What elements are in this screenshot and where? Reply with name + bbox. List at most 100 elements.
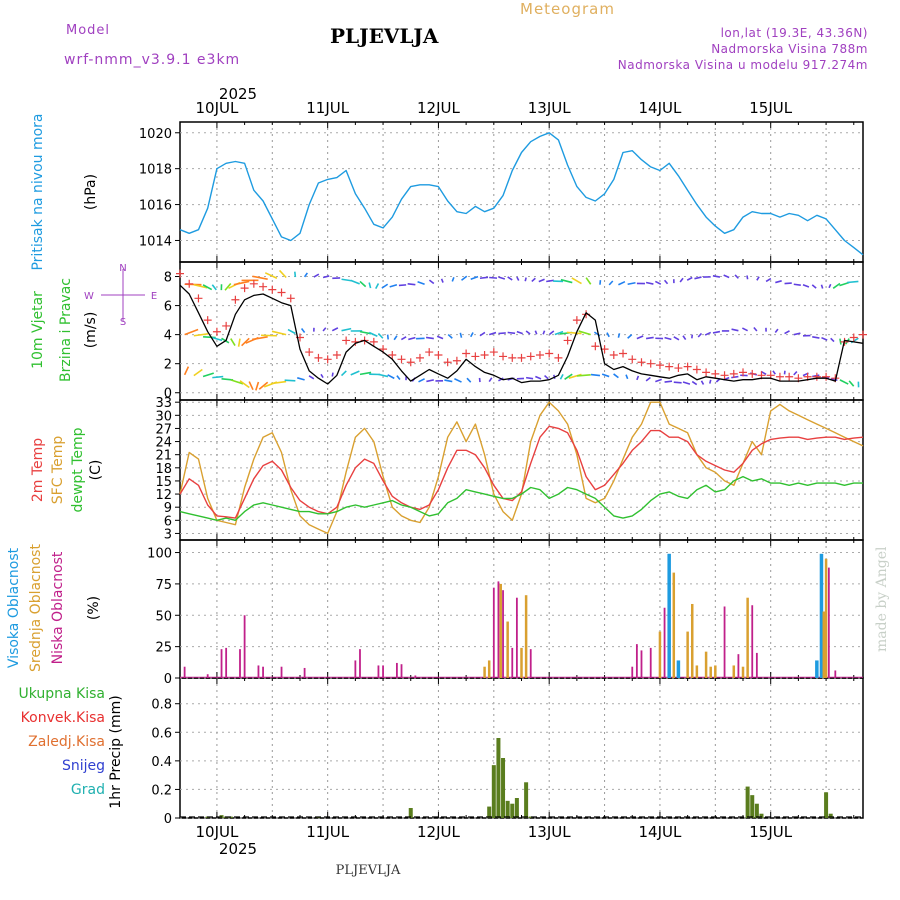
wind-gust-marker <box>849 333 858 342</box>
day-label-top: 12JUL <box>417 99 460 117</box>
wind-arrow <box>756 276 760 281</box>
wind-arrow <box>590 373 601 377</box>
cloud-bar-high <box>819 553 824 678</box>
y-tick-label: 0 <box>164 672 172 687</box>
cloud-bar-mid <box>824 558 828 678</box>
precip-bar <box>510 803 515 818</box>
temp-dewpt-line <box>179 475 863 521</box>
wind-arrow <box>377 332 384 339</box>
precip-bar <box>491 765 496 818</box>
wind-arrow <box>308 375 315 380</box>
y-tick-label: 1020 <box>139 127 172 142</box>
wind-arrow <box>554 330 564 336</box>
year-bottom: 2025 <box>219 840 257 858</box>
y-tick-label: 21 <box>155 449 172 464</box>
wind-arrow <box>664 336 672 341</box>
cloud-bar-low <box>834 670 837 678</box>
panel-frame <box>179 677 864 819</box>
cloud-bar-low <box>755 652 758 678</box>
wind-gust-marker <box>702 368 711 377</box>
wind-arrow <box>368 331 378 337</box>
wind-gust-marker <box>655 361 664 370</box>
cloud-bar-mid <box>520 647 523 678</box>
wind-arrow <box>734 274 739 279</box>
precip-bar <box>487 806 492 818</box>
wind-arrow <box>538 278 545 283</box>
wind-arrow <box>765 277 772 283</box>
wind-arrow <box>531 277 536 283</box>
cloud-bar-low <box>737 654 740 678</box>
wind-arrow <box>772 370 776 375</box>
wind-arrow <box>418 378 425 383</box>
wind-arrow <box>393 335 398 341</box>
wind-arrow <box>255 381 260 391</box>
wind-arrow <box>451 277 455 282</box>
wind-arrow <box>270 380 287 385</box>
wind-arrow <box>350 370 360 376</box>
wind-gust-marker <box>425 348 434 357</box>
cloud-bar-low <box>206 674 209 678</box>
wind-arrow <box>613 373 619 379</box>
wind-arrow <box>784 330 790 335</box>
wind-arrow <box>544 374 549 380</box>
precip-bar <box>824 792 829 818</box>
wind-gust-marker <box>739 368 748 377</box>
precip-bar <box>514 798 519 818</box>
wind-arrow <box>237 338 241 347</box>
precip-label-total: Ukupna Kisa <box>18 686 105 702</box>
cloud-unit: (%) <box>86 596 102 620</box>
cloud-bar-mid <box>691 603 694 678</box>
y-tick-label: 12 <box>155 488 172 503</box>
wind-gust-marker <box>388 350 397 359</box>
y-tick-label: 75 <box>155 578 172 593</box>
wind-arrow <box>686 276 693 281</box>
cloud-bar-mid <box>709 666 712 678</box>
wind-gust-marker <box>471 352 480 361</box>
temp-2m-line <box>179 425 864 519</box>
compass-letter: E <box>151 291 157 302</box>
day-label-bottom: 15JUL <box>749 823 792 841</box>
wind-arrow <box>812 336 820 339</box>
wind-arrow <box>440 278 444 283</box>
meteogram-title: Meteogram <box>520 0 615 18</box>
wind-arrow <box>691 380 698 386</box>
y-tick-label: 33 <box>155 396 172 411</box>
wind-arrow <box>525 376 534 380</box>
pressure-unit: (hPa) <box>83 174 99 210</box>
wind-arrow <box>498 276 506 280</box>
wind-arrow <box>742 327 748 332</box>
wind-arrow <box>673 336 680 341</box>
wind-arrow <box>400 336 407 341</box>
wind-arrow <box>585 277 592 285</box>
cloud-bar-low <box>395 662 398 678</box>
wind-arrow <box>320 373 324 379</box>
wind-arrow <box>498 332 506 335</box>
altitude-text: Nadmorska Visina 788m <box>711 42 868 56</box>
wind-gust-marker <box>646 359 655 368</box>
wind-arrow <box>731 328 739 332</box>
cloud-bar-low <box>400 664 403 678</box>
wind-arrow <box>322 275 330 279</box>
temp-label-dewpt: dewpt Temp <box>70 427 86 512</box>
y-tick-label: 3 <box>164 527 172 542</box>
wind-arrow <box>571 277 582 285</box>
wind-arrow <box>239 380 250 389</box>
wind-arrow <box>645 376 651 382</box>
day-label-top: 15JUL <box>749 99 792 117</box>
wind-arrow <box>516 330 523 335</box>
wind-gust-marker <box>305 348 314 357</box>
cloud-label-mid: Srednja Oblacnost <box>28 544 44 672</box>
y-tick-label: 2 <box>164 358 172 373</box>
compass-glyph: N S E W <box>84 263 157 328</box>
footer-station: PLJEVLJA <box>336 863 401 878</box>
wind-gust-marker <box>508 353 517 362</box>
wind-arrow <box>627 334 633 339</box>
wind-arrow <box>712 275 721 278</box>
wind-arrow <box>303 272 308 278</box>
y-tick-label: 0.6 <box>151 726 172 741</box>
cloud-bar-low <box>511 647 514 678</box>
model-label: Model <box>66 23 110 38</box>
wind-arrow <box>425 336 434 340</box>
wind-arrow <box>284 379 296 382</box>
